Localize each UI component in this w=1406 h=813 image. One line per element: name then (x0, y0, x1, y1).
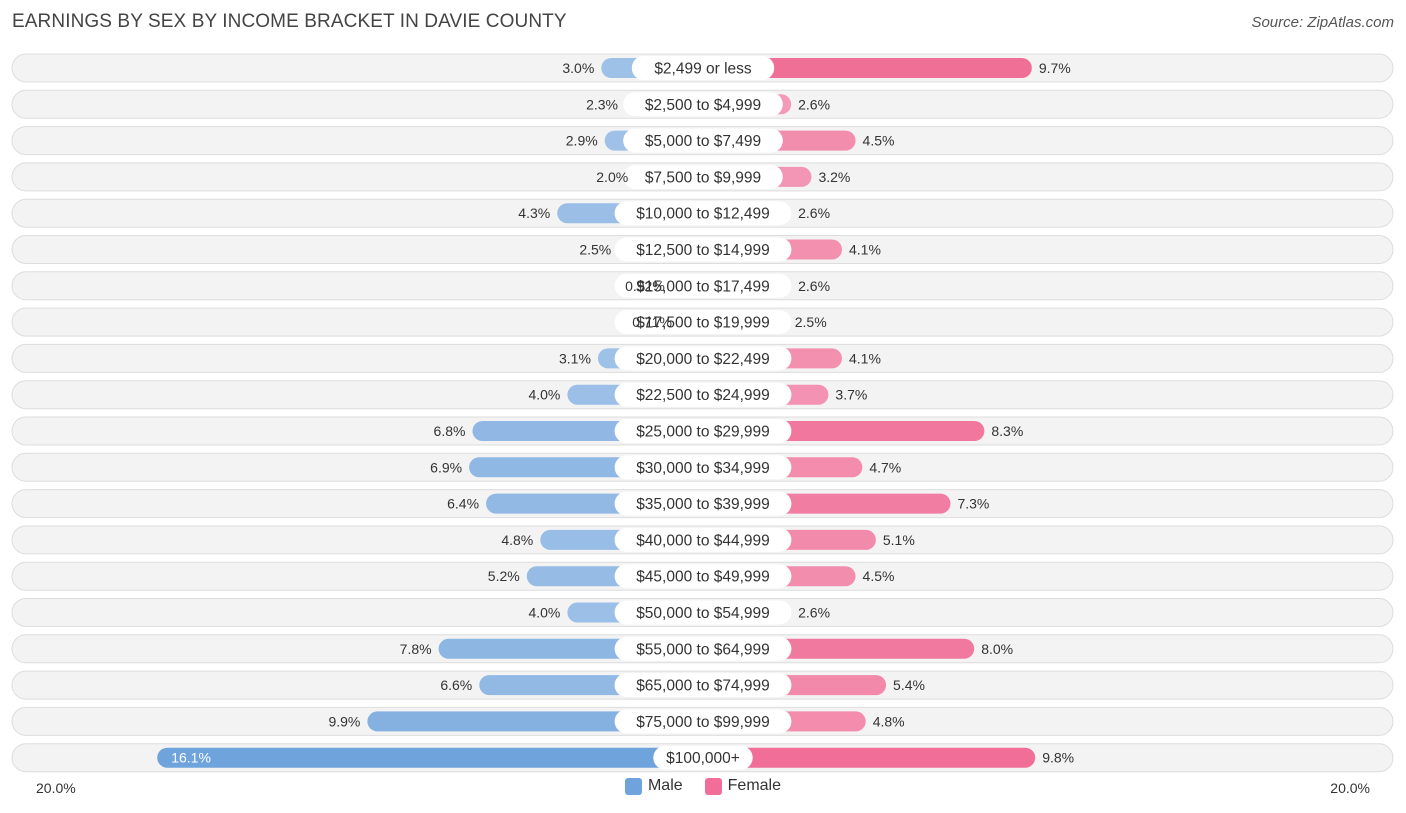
category-label: $65,000 to $74,999 (636, 678, 770, 695)
category-label: $2,499 or less (654, 61, 752, 78)
category-label: $25,000 to $29,999 (636, 424, 770, 441)
category-label-background (614, 273, 792, 298)
data-label-female: 2.5% (795, 314, 827, 330)
data-label-male: 6.9% (430, 459, 462, 475)
legend-swatch-female (704, 777, 722, 795)
data-label-female: 2.6% (798, 278, 830, 294)
data-label-male: 4.3% (518, 205, 550, 221)
data-label-female: 3.2% (818, 169, 850, 185)
data-label-male: 16.1% (171, 750, 211, 766)
data-label-female: 8.3% (991, 423, 1023, 439)
data-label-female: 9.8% (1042, 750, 1074, 766)
legend-item-male[interactable]: Male (624, 777, 683, 795)
data-label-male: 3.0% (562, 60, 594, 76)
data-label-female: 3.7% (835, 387, 867, 403)
category-label: $35,000 to $39,999 (636, 496, 770, 513)
data-label-female: 4.5% (863, 568, 895, 584)
bar-male (157, 747, 713, 768)
data-label-male: 4.0% (528, 605, 560, 621)
category-label-background (614, 382, 792, 407)
data-label-male: 9.9% (328, 713, 360, 729)
legend-swatch-male (624, 777, 642, 795)
category-label-background (653, 745, 753, 770)
data-label-male: 2.9% (566, 133, 598, 149)
category-label-background (614, 600, 792, 625)
category-label: $10,000 to $12,499 (636, 206, 770, 223)
category-label: $75,000 to $99,999 (636, 714, 770, 731)
data-label-male: 6.4% (447, 496, 479, 512)
legend-label-male: Male (647, 777, 683, 794)
category-label-background (614, 636, 792, 661)
data-label-male: 4.8% (501, 532, 533, 548)
data-label-male: 2.0% (596, 169, 628, 185)
data-label-male: 0.92% (625, 278, 665, 294)
category-label-background (623, 128, 783, 153)
category-label-background (614, 491, 792, 516)
source-credit: Source: ZipAtlas.com (1251, 14, 1394, 31)
category-label: $12,500 to $14,999 (636, 242, 770, 259)
data-label-male: 2.3% (586, 96, 618, 112)
category-label: $2,500 to $4,999 (645, 97, 761, 114)
data-label-female: 2.6% (798, 205, 830, 221)
data-label-female: 9.7% (1039, 60, 1071, 76)
category-label: $40,000 to $44,999 (636, 532, 770, 549)
data-label-male: 0.71% (632, 314, 672, 330)
data-label-female: 2.6% (798, 96, 830, 112)
category-label-background (614, 673, 792, 698)
category-label-background (614, 419, 792, 443)
category-label: $5,000 to $7,499 (645, 133, 761, 150)
data-label-female: 8.0% (981, 641, 1013, 657)
data-label-female: 5.1% (883, 532, 915, 548)
legend-label-female: Female (727, 777, 782, 794)
data-label-male: 2.5% (579, 242, 611, 258)
data-label-female: 2.6% (798, 605, 830, 621)
category-label-background (623, 164, 783, 189)
chart-title: EARNINGS BY SEX BY INCOME BRACKET IN DAV… (12, 11, 567, 32)
category-label: $7,500 to $9,999 (645, 169, 761, 186)
category-label: $55,000 to $64,999 (636, 641, 770, 658)
category-label-background (631, 56, 775, 80)
category-label: $20,000 to $22,499 (636, 351, 770, 368)
data-label-female: 4.5% (863, 133, 895, 149)
legend: Male Female (0, 777, 1406, 795)
category-label-background (614, 527, 792, 552)
legend-item-female[interactable]: Female (704, 777, 782, 795)
data-label-male: 6.8% (434, 423, 466, 439)
category-label-background (614, 201, 792, 226)
category-label: $15,000 to $17,499 (636, 278, 770, 295)
axis-label-right: 20.0% (1330, 780, 1370, 796)
bar-female (693, 747, 1036, 768)
category-label-background (614, 346, 792, 371)
category-label: $30,000 to $34,999 (636, 460, 770, 477)
category-label: $50,000 to $54,999 (636, 605, 770, 622)
category-label-background (614, 709, 792, 734)
data-label-female: 4.1% (849, 242, 881, 258)
data-label-male: 6.6% (440, 677, 472, 693)
data-label-female: 7.3% (957, 496, 989, 512)
category-label-background (623, 92, 783, 117)
data-label-female: 4.8% (873, 713, 905, 729)
data-label-female: 4.1% (849, 350, 881, 366)
data-label-male: 5.2% (488, 568, 520, 584)
category-label-background (614, 455, 792, 480)
data-label-female: 4.7% (869, 459, 901, 475)
data-label-female: 5.4% (893, 677, 925, 693)
data-label-male: 3.1% (559, 350, 591, 366)
category-label: $45,000 to $49,999 (636, 569, 770, 586)
data-label-male: 7.8% (400, 641, 432, 657)
bar-female (693, 58, 1032, 78)
category-label: $17,500 to $19,999 (636, 315, 770, 332)
axis-label-left: 20.0% (36, 780, 76, 796)
chart-canvas: $2,499 or less 3.0% 9.7% $2,500 to $4,999 2.… (11, 53, 1394, 773)
category-label-background (614, 564, 792, 589)
category-label-background (614, 237, 792, 262)
category-label: $100,000+ (666, 750, 740, 767)
category-label: $22,500 to $24,999 (636, 387, 770, 404)
category-label-background (614, 310, 792, 335)
data-label-male: 4.0% (528, 387, 560, 403)
